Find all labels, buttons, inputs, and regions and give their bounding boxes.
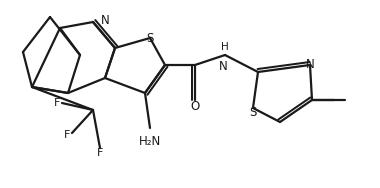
Text: H₂N: H₂N [139, 135, 161, 148]
Text: O: O [190, 101, 200, 114]
Text: N: N [306, 58, 314, 71]
Text: F: F [54, 98, 60, 108]
Text: H: H [221, 42, 229, 52]
Text: S: S [146, 32, 154, 45]
Text: N: N [101, 14, 110, 27]
Text: S: S [249, 106, 256, 120]
Text: F: F [64, 130, 70, 140]
Text: F: F [97, 148, 103, 158]
Text: N: N [218, 60, 227, 73]
